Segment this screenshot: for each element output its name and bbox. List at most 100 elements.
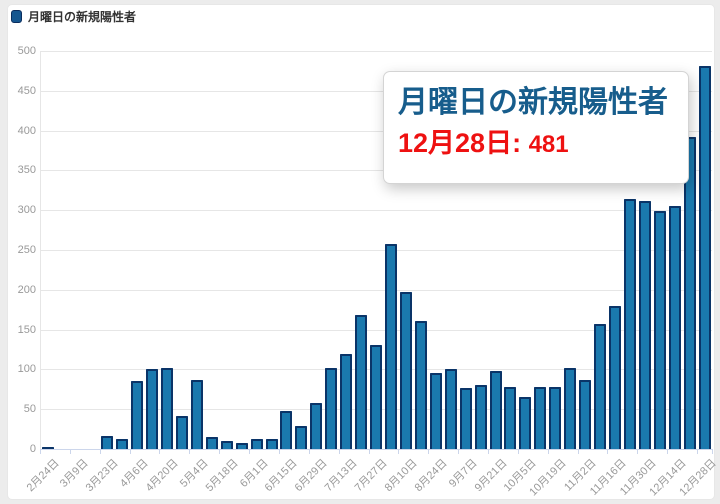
x-axis-tick [159,450,161,454]
bar[interactable] [116,438,129,449]
legend-series-label: 月曜日の新規陽性者 [28,10,137,24]
bar[interactable] [534,386,547,449]
x-axis-tick [398,450,400,454]
bar[interactable] [250,438,263,449]
x-axis-tick [607,450,609,454]
x-axis-tick [368,450,370,454]
gridline [40,329,712,331]
bar[interactable] [549,386,562,449]
x-axis-tick [99,450,101,454]
bar[interactable] [579,379,592,449]
bar[interactable] [265,438,278,449]
x-axis-tick [547,450,549,454]
gridline [40,210,712,212]
y-axis-tick-label: 100 [17,363,36,376]
legend-item[interactable]: 月曜日の新規陽性者 [11,8,136,25]
bar[interactable] [340,354,353,449]
bar[interactable] [220,441,233,449]
x-axis-tick-label: 5月18日 [203,457,241,495]
gridline [40,170,712,172]
x-axis-tick [338,450,340,454]
x-axis-tick-label: 3月23日 [83,457,121,495]
x-axis-tick-label: 7月13日 [322,457,360,495]
gridline [40,51,712,52]
x-axis-tick [308,450,310,454]
bar[interactable] [638,201,651,449]
y-axis-tick-label: 400 [17,124,36,137]
x-axis-tick [712,450,713,454]
bar[interactable] [653,211,666,449]
y-axis-tick-label: 450 [17,84,36,97]
bar[interactable] [101,436,114,449]
x-axis-tick-label: 7月27日 [352,457,390,495]
gridline [40,289,712,291]
bar[interactable] [668,206,681,449]
x-axis-tick [517,450,519,454]
gridline [40,90,712,92]
gridline [40,250,712,251]
bar[interactable] [414,320,427,449]
bar[interactable] [355,315,368,449]
gridline [40,130,712,132]
x-axis-tick [667,450,669,454]
y-axis-tick-label: 0 [29,443,36,455]
x-axis-tick [458,450,460,454]
x-axis-tick-label: 8月24日 [412,457,450,495]
bar[interactable] [519,396,532,449]
bar[interactable] [310,402,323,449]
y-axis-tick-label: 250 [17,244,36,256]
bar[interactable] [370,344,382,449]
bar[interactable] [235,442,248,449]
bar[interactable] [489,371,502,449]
bar[interactable] [504,386,517,449]
bar[interactable] [444,369,457,449]
bar[interactable] [175,416,188,449]
bar[interactable] [384,243,397,449]
bar[interactable] [474,385,487,449]
y-axis-tick-label: 300 [17,204,36,217]
bar[interactable] [429,373,442,449]
tooltip-value-line: 12月28日: 481 [398,127,673,161]
bar[interactable] [608,305,621,449]
bar[interactable] [205,437,218,449]
x-axis-tick [69,450,71,454]
x-axis-tick [189,450,191,454]
x-axis-tick [697,450,699,454]
bar[interactable] [160,367,173,449]
legend-series-marker-icon [11,10,22,23]
bar[interactable] [280,410,293,449]
x-axis-tick [40,450,41,454]
bar[interactable] [564,367,577,449]
tooltip-date-label: 12月28日: [398,128,522,158]
bar[interactable] [594,324,606,449]
bar[interactable] [459,387,472,449]
bar[interactable] [41,446,54,449]
x-axis-tick-label: 8月10日 [382,457,420,495]
x-axis-tick [488,450,489,454]
x-axis-tick [249,450,251,454]
y-axis-tick-label: 200 [17,283,36,296]
tooltip-value: 481 [528,131,569,158]
tooltip-title: 月曜日の新規陽性者 [398,86,668,119]
bar[interactable] [295,425,308,449]
bar[interactable] [683,137,696,449]
x-axis-tick [278,450,280,454]
x-axis-tick-label: 4月20日 [143,457,181,495]
x-axis-tick [577,450,579,454]
y-axis-tick-label: 150 [17,323,36,336]
bar[interactable] [146,368,158,449]
bar[interactable] [399,292,412,449]
y-axis-tick-label: 50 [23,403,36,416]
bar[interactable] [698,66,711,449]
x-axis-tick [428,450,430,454]
x-axis-tick [129,450,131,454]
tooltip: 月曜日の新規陽性者 12月28日: 481 [383,71,689,184]
bar[interactable] [190,379,203,449]
x-axis-line [40,449,713,450]
bar[interactable] [623,199,636,449]
x-axis-tick-label: 6月29日 [292,457,330,495]
bar[interactable] [131,381,144,449]
bar[interactable] [325,367,338,449]
y-axis-tick-label: 350 [17,164,36,177]
